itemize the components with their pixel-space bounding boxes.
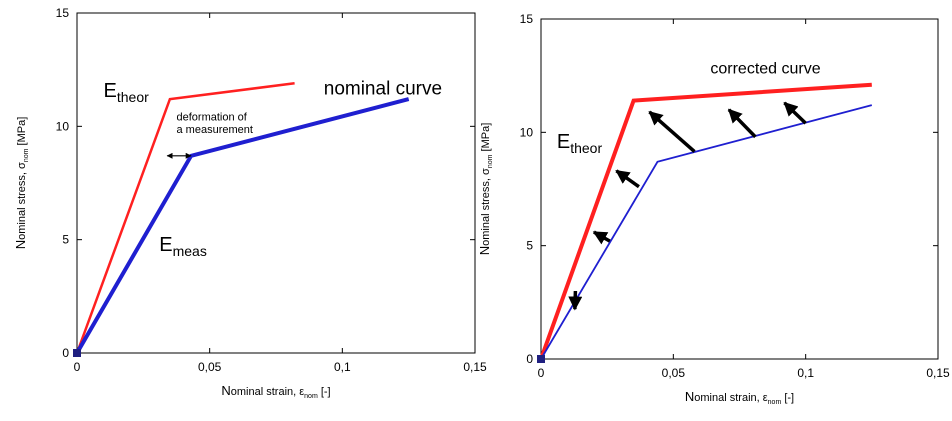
annotation-text: a measurement <box>177 124 253 136</box>
x-axis-label: Nominal strain, εnom [-] <box>221 383 330 400</box>
annotation-text: nominal curve <box>324 79 442 100</box>
annotation-text: deformation of <box>177 112 248 124</box>
y-tick-label: 10 <box>56 119 70 133</box>
annotation-text: corrected curve <box>710 60 820 77</box>
x-tick-label: 0,05 <box>662 366 686 380</box>
origin-marker <box>73 349 81 357</box>
x-tick-label: 0,05 <box>198 360 222 374</box>
correction-arrow <box>727 108 757 139</box>
x-tick-label: 0,15 <box>463 360 487 374</box>
right-chart-panel: 0 0,05 0,1 0,15 0 5 10 15 Nominal strain, εnom [… <box>477 12 950 406</box>
x-tick-label: 0,1 <box>334 360 351 374</box>
y-tick-label: 0 <box>62 346 69 360</box>
theoretical-curve-line <box>539 82 872 360</box>
theoretical-curve-line <box>75 82 295 354</box>
plot-frame <box>540 18 939 360</box>
x-tick-label: 0 <box>74 360 81 374</box>
x-tick-label: 0,1 <box>797 366 814 380</box>
modulus-label-theor: Etheor <box>104 80 150 105</box>
measured-curve-line <box>75 97 410 355</box>
origin-marker <box>537 355 545 363</box>
y-tick-label: 5 <box>526 239 533 253</box>
y-tick-label: 0 <box>526 352 533 366</box>
plot-frame <box>76 12 476 354</box>
y-tick-label: 15 <box>520 12 534 26</box>
x-tick-label: 0,15 <box>926 366 950 380</box>
y-axis-label: Nominal stress, σnom [MPa] <box>477 123 494 256</box>
correction-arrow <box>648 110 696 153</box>
y-tick-label: 15 <box>56 6 70 20</box>
correction-arrow <box>592 230 611 245</box>
y-tick-label: 10 <box>520 125 534 139</box>
measured-curve-line <box>540 104 873 360</box>
modulus-label-meas: Emeas <box>159 234 207 259</box>
y-tick-label: 5 <box>62 233 69 247</box>
left-chart-panel: 0 0,05 0,1 0,15 0 5 10 15 Nominal strain, εnom [… <box>13 6 487 400</box>
modulus-label-theor: Etheor <box>557 131 603 156</box>
correction-arrow <box>783 101 807 125</box>
correction-arrow <box>568 290 583 311</box>
y-axis-label: Nominal stress, σnom [MPa] <box>13 117 30 250</box>
x-axis-label: Nominal strain, εnom [-] <box>685 389 794 406</box>
correction-arrow <box>615 169 640 189</box>
x-tick-label: 0 <box>538 366 545 380</box>
